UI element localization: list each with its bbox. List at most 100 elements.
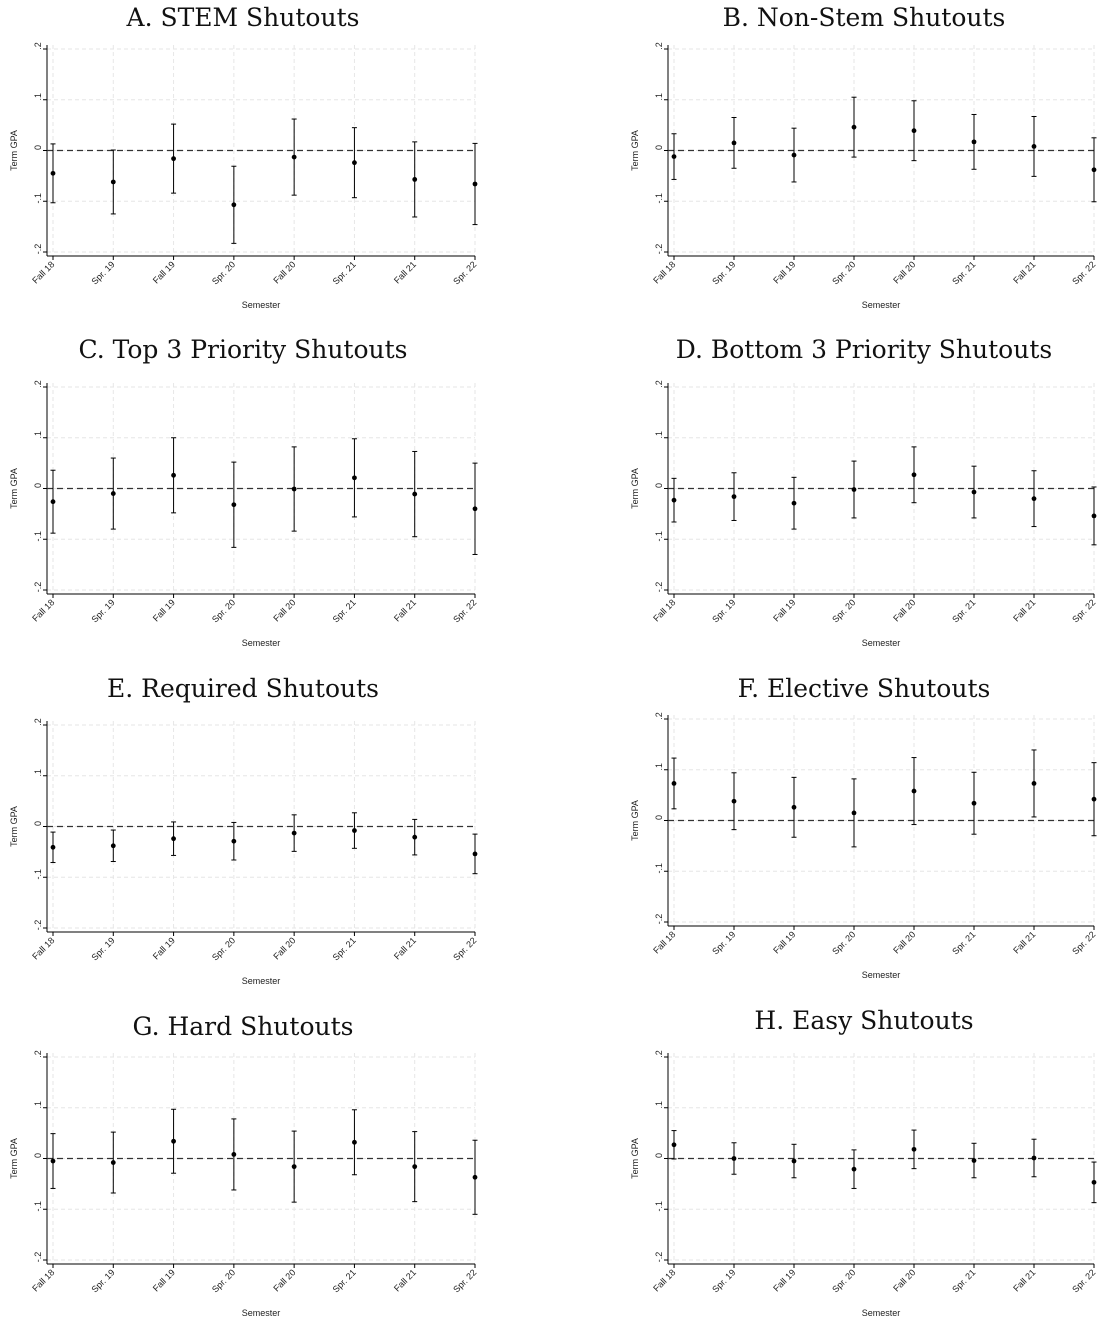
data-point	[110, 179, 116, 185]
x-tick-label: Fall 20	[271, 1267, 297, 1293]
y-tick-label: -.2	[33, 582, 43, 593]
x-tick-label: Spr. 20	[830, 1267, 857, 1294]
x-tick-label: Spr. 21	[331, 259, 358, 286]
x-tick-label: Spr. 21	[331, 597, 358, 624]
x-tick-label: Fall 20	[271, 259, 297, 285]
data-point	[50, 844, 56, 850]
data-point	[911, 788, 917, 794]
y-tick-label: 0	[33, 145, 43, 150]
y-tick-label: .1	[33, 93, 43, 101]
y-tick-label: .1	[33, 769, 43, 777]
data-point	[791, 152, 797, 158]
y-tick-label: .2	[33, 1050, 43, 1058]
data-point	[671, 1142, 677, 1148]
data-point	[412, 491, 418, 497]
data-point	[352, 1139, 357, 1145]
x-tick-label: Spr. 21	[331, 935, 358, 962]
data-point	[731, 1156, 737, 1161]
data-point	[1091, 167, 1097, 173]
data-point	[291, 830, 297, 836]
x-tick-label: Spr. 19	[89, 1267, 116, 1294]
x-tick-label: Spr. 19	[89, 597, 116, 624]
x-tick-label: Spr. 21	[331, 1267, 358, 1294]
x-tick-label: Fall 19	[151, 1267, 177, 1293]
data-point	[352, 828, 357, 833]
data-point	[231, 1152, 237, 1157]
data-point	[412, 834, 418, 840]
data-point	[231, 838, 237, 844]
data-point	[851, 810, 857, 816]
panel-title: F. Elective Shutouts	[738, 674, 991, 703]
chart-panel-4: D. Bottom 3 Priority Shutouts .2 .1 0 -.1 -.2…	[630, 335, 1097, 648]
x-tick-label: Spr. 20	[830, 259, 857, 286]
data-point	[851, 1166, 857, 1172]
y-tick-label: -.2	[33, 244, 43, 255]
panel-title: C. Top 3 Priority Shutouts	[78, 335, 407, 364]
y-tick-label: -.2	[654, 582, 664, 593]
panel-title: B. Non-Stem Shutouts	[723, 3, 1006, 32]
data-point	[1031, 144, 1037, 149]
data-point	[971, 800, 977, 806]
x-tick-label: Spr. 19	[89, 259, 116, 286]
chart-panel-2: B. Non-Stem Shutouts .2 .1 0 -.1 -.2 Fall 18 Sp…	[630, 3, 1097, 310]
panel-title: D. Bottom 3 Priority Shutouts	[676, 335, 1052, 364]
y-tick-label: 0	[654, 1153, 664, 1158]
x-axis-label: Semester	[862, 638, 901, 648]
x-tick-label: Fall 21	[1011, 259, 1037, 285]
x-tick-label: Spr. 19	[710, 929, 737, 956]
x-tick-label: Fall 21	[1011, 929, 1037, 955]
x-tick-label: Spr. 20	[210, 935, 237, 962]
data-point	[171, 836, 176, 842]
data-point	[412, 1164, 418, 1170]
data-point	[110, 843, 116, 849]
y-tick-label: -.1	[654, 193, 664, 204]
x-tick-label: Fall 19	[151, 259, 177, 285]
chart-panel-8: H. Easy Shutouts .2 .1 0 -.1 -.2 Fall 18 Spr. 1…	[630, 1006, 1097, 1318]
data-point	[731, 140, 737, 146]
data-point	[851, 124, 857, 130]
data-point	[352, 160, 357, 166]
x-tick-label: Spr. 22	[451, 259, 478, 286]
y-tick-label: 0	[33, 1153, 43, 1158]
data-point	[911, 1146, 917, 1152]
chart-panel-1: A. STEM Shutouts .2 .1 0 -.1 -.2 Fall 18 Spr. 1…	[9, 3, 478, 310]
x-tick-label: Spr. 19	[89, 935, 116, 962]
data-point	[971, 489, 977, 495]
y-tick-label: 0	[654, 145, 664, 150]
x-axis-label: Semester	[862, 300, 901, 310]
panel-title: E. Required Shutouts	[107, 674, 379, 703]
y-tick-label: .1	[33, 431, 43, 439]
x-tick-label: Fall 20	[271, 935, 297, 961]
x-axis-label: Semester	[242, 638, 281, 648]
x-tick-label: Fall 20	[891, 259, 917, 285]
y-tick-label: .2	[654, 1050, 664, 1058]
x-tick-label: Spr. 19	[710, 1267, 737, 1294]
x-tick-label: Fall 18	[651, 1267, 677, 1293]
x-tick-label: Fall 18	[651, 597, 677, 623]
x-tick-label: Fall 21	[1011, 1267, 1037, 1293]
x-tick-label: Fall 20	[891, 597, 917, 623]
y-axis-label: Term GPA	[9, 806, 19, 847]
x-tick-label: Spr. 19	[710, 597, 737, 624]
x-tick-label: Fall 19	[771, 597, 797, 623]
x-axis-label: Semester	[242, 1308, 281, 1318]
x-tick-label: Fall 21	[392, 597, 418, 623]
data-point	[472, 851, 478, 857]
chart-panel-5: E. Required Shutouts .2 .1 0 -.1 -.2 Fall 18 Sp…	[9, 674, 478, 986]
x-tick-label: Fall 18	[651, 929, 677, 955]
x-tick-label: Spr. 21	[950, 597, 977, 624]
y-tick-label: .1	[654, 93, 664, 101]
x-tick-label: Fall 18	[30, 597, 56, 623]
panel-title: G. Hard Shutouts	[133, 1012, 354, 1041]
data-point	[352, 475, 357, 481]
y-tick-label: -.2	[654, 244, 664, 255]
data-point	[50, 1158, 56, 1164]
x-tick-label: Spr. 22	[1070, 259, 1097, 286]
data-point	[291, 154, 297, 160]
x-tick-label: Spr. 22	[1070, 597, 1097, 624]
x-tick-label: Spr. 20	[210, 597, 237, 624]
x-tick-label: Spr. 20	[830, 597, 857, 624]
data-point	[50, 499, 56, 505]
data-point	[791, 500, 797, 506]
